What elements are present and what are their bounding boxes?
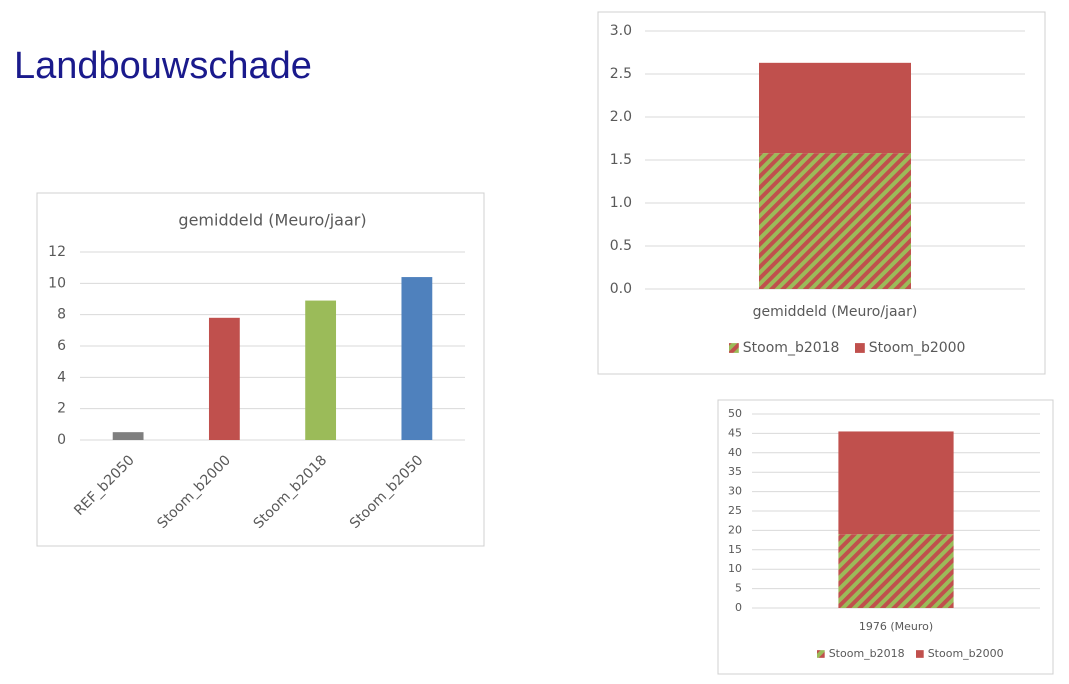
y-tick-label: 20 (728, 523, 742, 536)
y-tick-label: 10 (48, 275, 66, 291)
y-tick-label: 0 (735, 601, 742, 614)
legend-swatch (855, 343, 865, 353)
y-tick-label: 4 (57, 369, 66, 385)
bar-segment (838, 431, 954, 535)
legend-label: Stoom_b2018 (829, 647, 905, 660)
y-tick-label: 2.5 (610, 66, 632, 82)
bar (208, 317, 240, 440)
y-tick-label: 10 (728, 562, 742, 575)
y-tick-label: 25 (728, 504, 742, 517)
y-tick-label: 30 (728, 485, 742, 498)
bar (112, 432, 144, 440)
bar (305, 300, 337, 440)
legend-label: Stoom_b2018 (743, 340, 840, 356)
bar-segment (759, 62, 911, 154)
legend-label: Stoom_b2000 (928, 647, 1004, 660)
y-tick-label: 6 (57, 338, 66, 354)
legend-swatch (729, 343, 739, 353)
x-tick-label: gemiddeld (Meuro/jaar) (753, 304, 918, 320)
y-tick-label: 0.0 (610, 281, 632, 297)
y-tick-label: 0 (57, 432, 66, 448)
legend-label: Stoom_b2000 (869, 340, 966, 356)
y-tick-label: 50 (728, 407, 742, 420)
y-tick-label: 2.0 (610, 109, 632, 125)
bar-segment (759, 153, 911, 289)
bar-segment (838, 534, 954, 608)
y-tick-label: 3.0 (610, 23, 632, 39)
legend-swatch (916, 650, 924, 658)
y-tick-label: 1.5 (610, 152, 632, 168)
y-tick-label: 5 (735, 582, 742, 595)
y-tick-label: 40 (728, 446, 742, 459)
y-tick-label: 0.5 (610, 238, 632, 254)
chart-title: gemiddeld (Meuro/jaar) (178, 211, 366, 230)
y-tick-label: 45 (728, 426, 742, 439)
legend-swatch (817, 650, 825, 658)
y-tick-label: 1.0 (610, 195, 632, 211)
y-tick-label: 15 (728, 543, 742, 556)
y-tick-label: 2 (57, 401, 66, 417)
x-tick-label: 1976 (Meuro) (859, 620, 933, 633)
y-tick-label: 8 (57, 307, 66, 323)
page-title: Landbouwschade (14, 45, 312, 87)
y-tick-label: 35 (728, 465, 742, 478)
y-tick-label: 12 (48, 244, 66, 260)
bar (401, 277, 433, 440)
